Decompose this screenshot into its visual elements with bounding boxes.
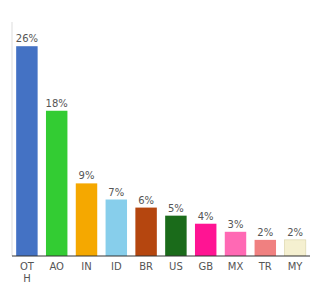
- x-tick-label: MY: [288, 261, 304, 272]
- bar: [165, 216, 186, 256]
- bar: [195, 224, 216, 256]
- bar: [46, 111, 67, 256]
- bar: [76, 183, 97, 256]
- x-tick-label: BR: [139, 261, 153, 272]
- data-label: 4%: [198, 211, 214, 222]
- y-axis-line: [12, 22, 13, 256]
- chart: 26% 18% 9% 7% 6% 5% 4% 3% 2% 2% OTH AO IN ID BR US GB MX T…: [0, 0, 320, 300]
- data-label: 5%: [168, 203, 184, 214]
- x-tick-label: AO: [49, 261, 64, 272]
- x-tick-label: ID: [111, 261, 122, 272]
- data-label: 18%: [46, 98, 68, 109]
- chart-container: 26% 18% 9% 7% 6% 5% 4% 3% 2% 2% OTH AO IN ID BR US GB MX T…: [0, 0, 320, 300]
- x-tick-label: GB: [198, 261, 213, 272]
- bar: [284, 240, 305, 256]
- x-tick-label: OTH: [20, 261, 35, 284]
- data-label: 9%: [79, 170, 95, 181]
- x-tick-label: US: [169, 261, 183, 272]
- data-label: 26%: [16, 33, 38, 44]
- data-label: 2%: [287, 227, 303, 238]
- bar: [16, 46, 37, 256]
- bar: [135, 208, 156, 256]
- data-label: 3%: [228, 219, 244, 230]
- data-label: 6%: [138, 195, 154, 206]
- bars: [16, 46, 306, 256]
- data-label: 2%: [257, 227, 273, 238]
- bar: [106, 200, 127, 256]
- x-axis-line: [12, 255, 310, 256]
- bar: [255, 240, 276, 256]
- data-label: 7%: [108, 187, 124, 198]
- x-tick-label: IN: [81, 261, 91, 272]
- bar: [225, 232, 246, 256]
- x-tick-label: MX: [228, 261, 244, 272]
- x-tick-label: TR: [258, 261, 272, 272]
